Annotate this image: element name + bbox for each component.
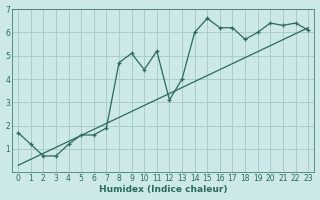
X-axis label: Humidex (Indice chaleur): Humidex (Indice chaleur): [99, 185, 228, 194]
